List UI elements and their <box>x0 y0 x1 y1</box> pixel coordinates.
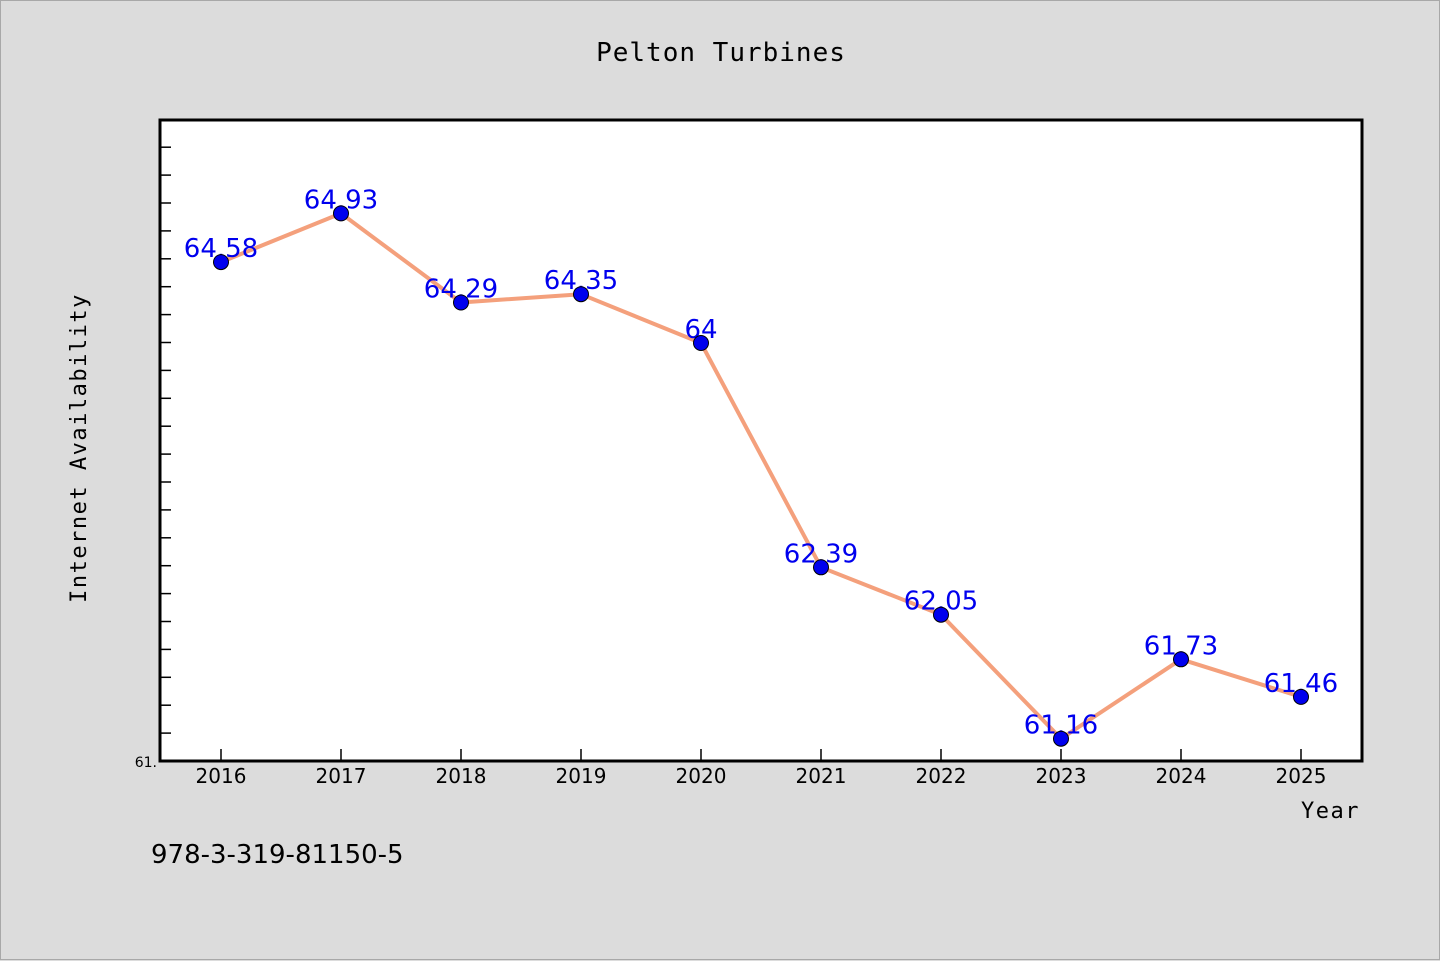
y-axis-min-tick-label: 61. <box>135 755 157 771</box>
x-tick-label-2021: 2021 <box>796 764 847 788</box>
chart-title: Pelton Turbines <box>596 38 846 68</box>
data-point-2024 <box>1173 651 1189 668</box>
data-point-2017 <box>333 205 349 222</box>
y-axis-label: Internet Availability <box>67 293 92 603</box>
data-point-2016 <box>213 254 229 271</box>
data-point-2018 <box>453 294 469 311</box>
x-axis-ticks: 2016 2017 2018 2019 2020 2021 2022 2023 2024 2025 <box>196 749 1327 788</box>
x-tick-label-2023: 2023 <box>1036 764 1087 788</box>
series-line <box>219 211 1303 741</box>
data-point-2025 <box>1293 688 1309 705</box>
data-point-2022 <box>933 606 949 623</box>
data-point-2021 <box>813 559 829 576</box>
x-tick-label-2016: 2016 <box>196 764 247 788</box>
x-tick-label-2019: 2019 <box>556 764 607 788</box>
x-tick-label-2022: 2022 <box>916 764 967 788</box>
isbn-text: 978-3-319-81150-5 <box>151 840 404 870</box>
series-polyline <box>219 211 1303 741</box>
x-axis-label: Year <box>1301 799 1360 824</box>
x-tick-label-2020: 2020 <box>676 764 727 788</box>
y-axis-minor-ticks <box>160 146 171 762</box>
x-tick-label-2025: 2025 <box>1276 764 1327 788</box>
data-point-2023 <box>1053 730 1069 747</box>
data-point-2019 <box>573 286 589 303</box>
data-point-2020 <box>693 335 709 351</box>
x-tick-label-2018: 2018 <box>436 764 487 788</box>
x-tick-label-2024: 2024 <box>1156 764 1207 788</box>
data-points <box>213 205 1309 747</box>
x-tick-label-2017: 2017 <box>316 764 367 788</box>
